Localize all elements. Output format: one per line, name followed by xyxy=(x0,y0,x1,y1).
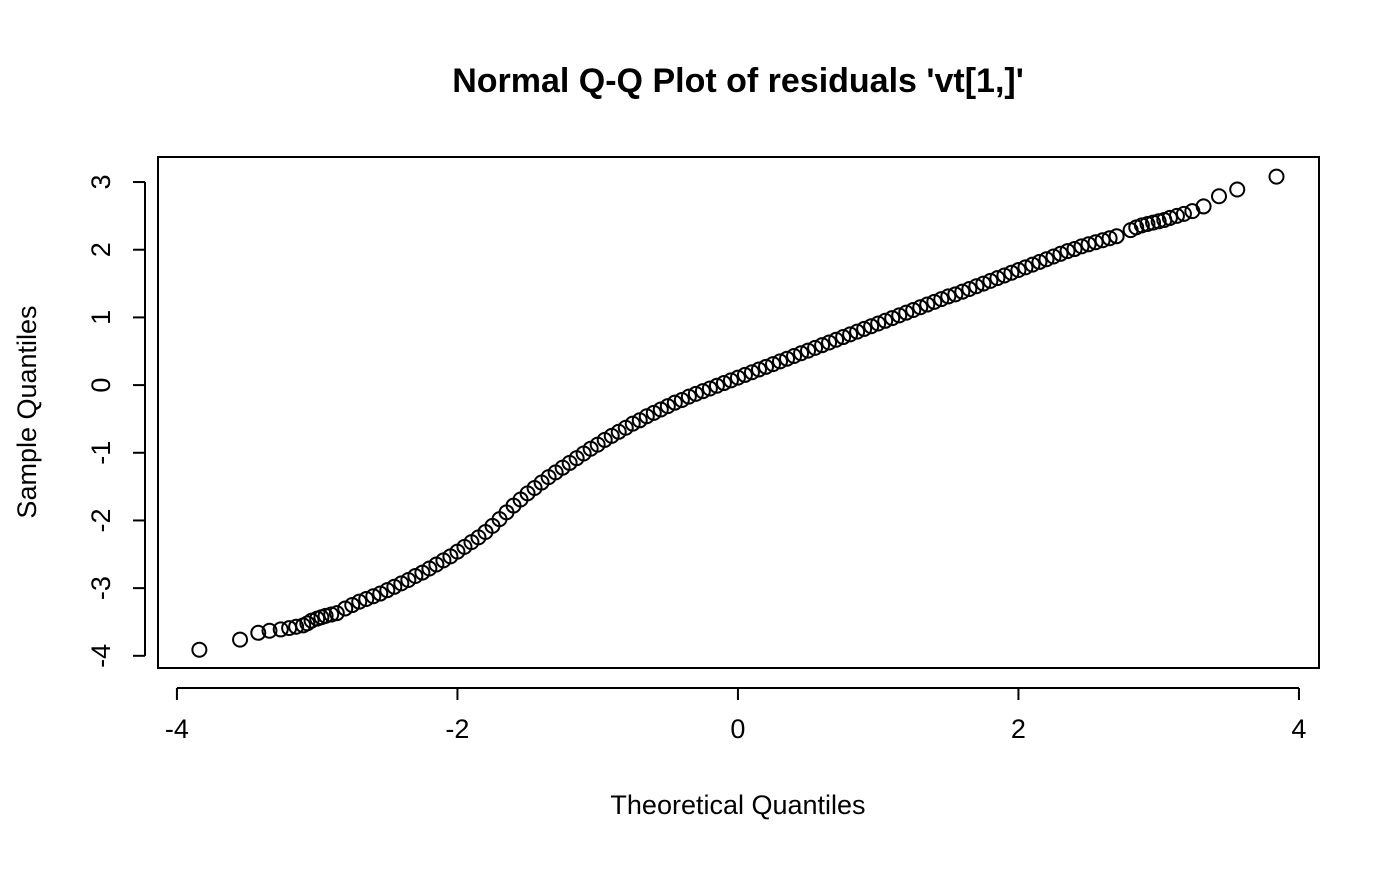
point xyxy=(715,375,732,392)
point xyxy=(919,296,936,313)
point xyxy=(1168,207,1185,224)
point xyxy=(849,323,866,340)
y-tick-label: 0 xyxy=(86,378,116,393)
point xyxy=(961,280,978,297)
point xyxy=(996,267,1013,284)
point xyxy=(736,366,753,383)
point xyxy=(1045,248,1062,265)
point xyxy=(1080,236,1097,253)
point xyxy=(743,364,760,381)
point xyxy=(884,310,901,327)
point xyxy=(1010,262,1027,279)
point xyxy=(821,334,838,351)
point xyxy=(666,394,683,411)
point xyxy=(750,361,767,378)
point xyxy=(1031,253,1048,270)
point xyxy=(800,342,817,359)
point xyxy=(772,353,789,370)
point xyxy=(1101,230,1118,247)
y-tick-label: -1 xyxy=(86,441,116,465)
point xyxy=(786,347,803,364)
y-tick-label: 1 xyxy=(86,310,116,325)
point xyxy=(1161,209,1178,226)
point xyxy=(250,624,267,641)
point xyxy=(968,278,985,295)
x-tick-label: -4 xyxy=(165,714,189,744)
point xyxy=(365,588,382,605)
point xyxy=(835,329,852,346)
point xyxy=(232,631,249,648)
point xyxy=(1175,205,1192,222)
point xyxy=(989,270,1006,287)
x-tick-label: 0 xyxy=(730,714,745,744)
y-tick-label: 2 xyxy=(86,242,116,257)
point xyxy=(1229,181,1246,198)
x-tick-label: -2 xyxy=(445,714,469,744)
y-tick-label: 3 xyxy=(86,175,116,190)
point xyxy=(328,605,345,622)
point xyxy=(757,358,774,375)
x-tick-label: 2 xyxy=(1011,714,1026,744)
point xyxy=(1024,256,1041,273)
point xyxy=(1108,228,1125,245)
point xyxy=(1059,243,1076,260)
point xyxy=(933,291,950,308)
point xyxy=(729,369,746,386)
x-axis-label: Theoretical Quantiles xyxy=(610,790,865,820)
point xyxy=(856,320,873,337)
plot-frame xyxy=(157,156,1320,669)
point xyxy=(870,315,887,332)
point xyxy=(261,622,278,639)
point xyxy=(351,593,368,610)
point xyxy=(975,275,992,292)
point xyxy=(1211,188,1228,205)
point xyxy=(1038,251,1055,268)
point xyxy=(1073,238,1090,255)
point xyxy=(793,345,810,362)
y-axis-label: Sample Quantiles xyxy=(12,305,42,518)
point xyxy=(912,299,929,316)
point xyxy=(288,618,305,635)
point xyxy=(687,385,704,402)
point xyxy=(701,380,718,397)
point xyxy=(1017,259,1034,276)
y-tick-label: -3 xyxy=(86,576,116,600)
point xyxy=(1066,241,1083,258)
point xyxy=(877,312,894,329)
point xyxy=(807,339,824,356)
point xyxy=(779,350,796,367)
y-tick-label: -2 xyxy=(86,508,116,532)
point xyxy=(982,272,999,289)
point xyxy=(926,293,943,310)
x-tick-label: 4 xyxy=(1291,714,1306,744)
point xyxy=(1087,234,1104,251)
point xyxy=(828,331,845,348)
point xyxy=(680,388,697,405)
point xyxy=(191,641,208,658)
point xyxy=(1003,264,1020,281)
chart-title: Normal Q-Q Plot of residuals 'vt[1,]' xyxy=(452,62,1024,100)
point xyxy=(905,301,922,318)
point xyxy=(1094,232,1111,249)
y-tick-label: -4 xyxy=(86,644,116,668)
point xyxy=(358,590,375,607)
point xyxy=(708,377,725,394)
point xyxy=(954,283,971,300)
point xyxy=(272,621,289,638)
point xyxy=(940,288,957,305)
point xyxy=(1052,245,1069,262)
point xyxy=(694,383,711,400)
point xyxy=(1268,168,1285,185)
point xyxy=(765,356,782,373)
point xyxy=(863,318,880,335)
point xyxy=(891,307,908,324)
point xyxy=(898,304,915,321)
point xyxy=(814,337,831,354)
point xyxy=(722,372,739,389)
point xyxy=(842,326,859,343)
point xyxy=(947,286,964,303)
point xyxy=(1195,198,1212,215)
